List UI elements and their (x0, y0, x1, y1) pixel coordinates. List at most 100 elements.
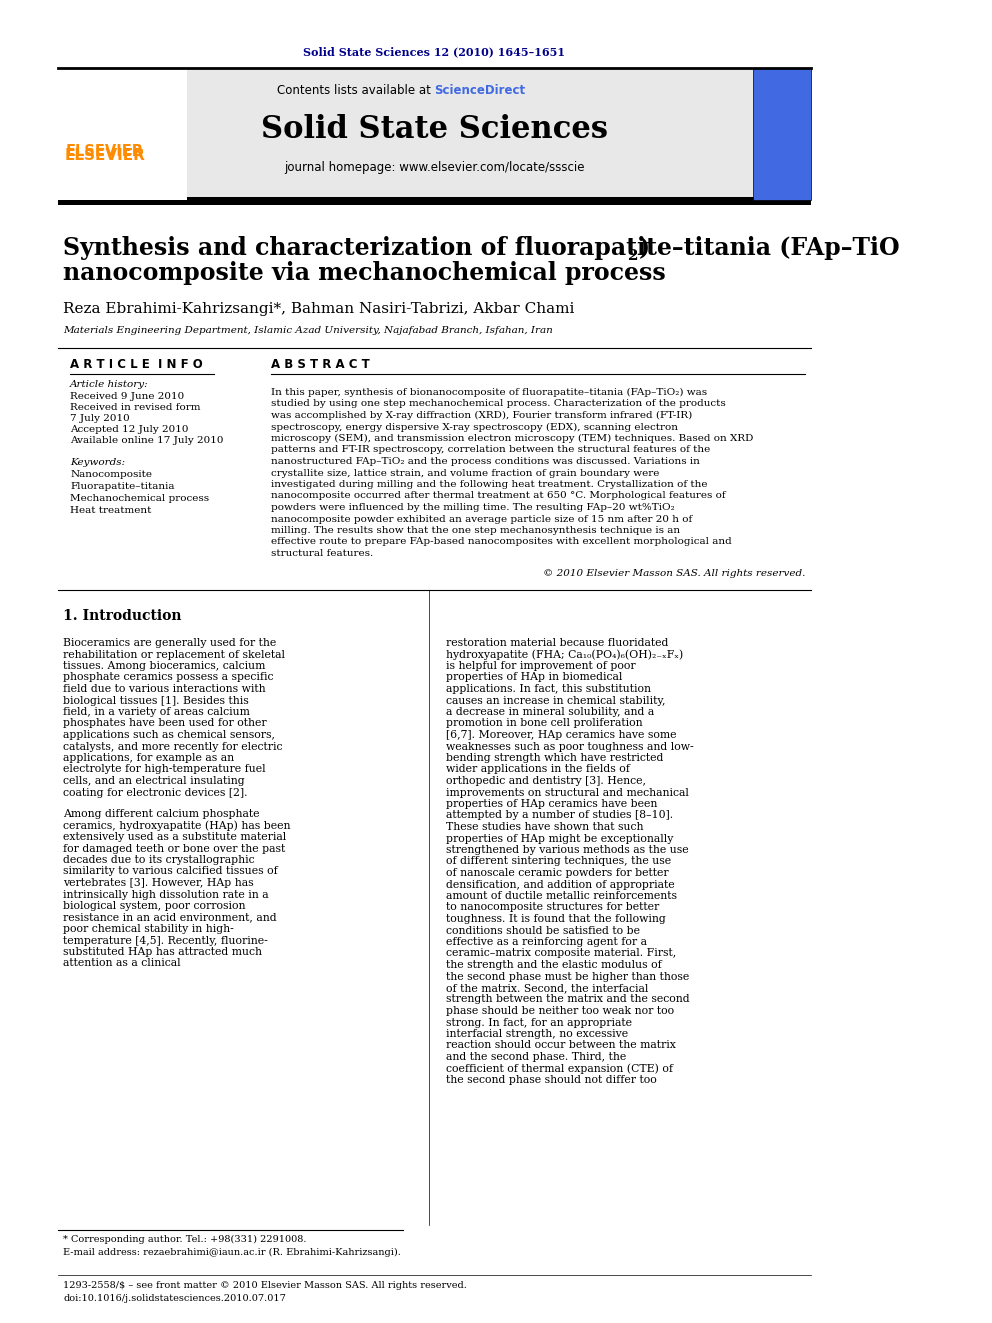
Text: weaknesses such as poor toughness and low-: weaknesses such as poor toughness and lo… (446, 741, 694, 751)
Text: * Corresponding author. Tel.: +98(331) 2291008.: * Corresponding author. Tel.: +98(331) 2… (63, 1234, 307, 1244)
Text: extensively used as a substitute material: extensively used as a substitute materia… (63, 832, 287, 841)
Text: strong. In fact, for an appropriate: strong. In fact, for an appropriate (446, 1017, 633, 1028)
Text: Solid State Sciences: Solid State Sciences (261, 115, 608, 146)
Text: tissues. Among bioceramics, calcium: tissues. Among bioceramics, calcium (63, 662, 266, 671)
Text: structural features.: structural features. (272, 549, 374, 558)
Text: Contents lists available at: Contents lists available at (277, 83, 434, 97)
Text: These studies have shown that such: These studies have shown that such (446, 822, 644, 832)
Text: of nanoscale ceramic powders for better: of nanoscale ceramic powders for better (446, 868, 669, 878)
Text: densification, and addition of appropriate: densification, and addition of appropria… (446, 880, 676, 889)
Text: ): ) (639, 235, 650, 261)
Text: coefficient of thermal expansion (CTE) of: coefficient of thermal expansion (CTE) o… (446, 1064, 674, 1074)
Text: the second phase should not differ too: the second phase should not differ too (446, 1076, 657, 1085)
Text: causes an increase in chemical stability,: causes an increase in chemical stability… (446, 696, 666, 705)
Text: ceramic–matrix composite material. First,: ceramic–matrix composite material. First… (446, 949, 677, 958)
Text: ceramics, hydroxyapatite (HAp) has been: ceramics, hydroxyapatite (HAp) has been (63, 820, 291, 831)
Text: strength between the matrix and the second: strength between the matrix and the seco… (446, 995, 690, 1004)
Text: Received in revised form: Received in revised form (70, 404, 200, 411)
Text: Received 9 June 2010: Received 9 June 2010 (70, 392, 185, 401)
Text: 2: 2 (628, 249, 638, 263)
Text: Bioceramics are generally used for the: Bioceramics are generally used for the (63, 638, 277, 648)
Text: applications. In fact, this substitution: applications. In fact, this substitution (446, 684, 652, 695)
Text: © 2010 Elsevier Masson SAS. All rights reserved.: © 2010 Elsevier Masson SAS. All rights r… (543, 569, 806, 578)
Text: applications such as chemical sensors,: applications such as chemical sensors, (63, 730, 275, 740)
Text: Heat treatment: Heat treatment (70, 505, 152, 515)
Text: properties of HAp ceramics have been: properties of HAp ceramics have been (446, 799, 658, 808)
Text: milling. The results show that the one step mechanosynthesis technique is an: milling. The results show that the one s… (272, 527, 681, 534)
Text: similarity to various calcified tissues of: similarity to various calcified tissues … (63, 867, 278, 877)
Text: and the second phase. Third, the: and the second phase. Third, the (446, 1052, 627, 1062)
Text: Article history:: Article history: (70, 380, 149, 389)
Text: Available online 17 July 2010: Available online 17 July 2010 (70, 437, 223, 445)
Text: electrolyte for high-temperature fuel: electrolyte for high-temperature fuel (63, 765, 266, 774)
Text: properties of HAp might be exceptionally: properties of HAp might be exceptionally (446, 833, 674, 844)
Text: investigated during milling and the following heat treatment. Crystallization of: investigated during milling and the foll… (272, 480, 708, 490)
Text: spectroscopy, energy dispersive X-ray spectroscopy (EDX), scanning electron: spectroscopy, energy dispersive X-ray sp… (272, 422, 679, 431)
Text: Fluorapatite–titania: Fluorapatite–titania (70, 482, 175, 491)
Text: amount of ductile metallic reinforcements: amount of ductile metallic reinforcement… (446, 890, 678, 901)
Text: phase should be neither too weak nor too: phase should be neither too weak nor too (446, 1005, 675, 1016)
Text: ScienceDirect: ScienceDirect (434, 83, 526, 97)
Text: crystallite size, lattice strain, and volume fraction of grain boundary were: crystallite size, lattice strain, and vo… (272, 468, 660, 478)
Text: E-mail address: rezaebrahimi@iaun.ac.ir (R. Ebrahimi-Kahrizsangi).: E-mail address: rezaebrahimi@iaun.ac.ir … (63, 1248, 401, 1257)
Text: Materials Engineering Department, Islamic Azad University, Najafabad Branch, Isf: Materials Engineering Department, Islami… (63, 325, 553, 335)
Text: applications, for example as an: applications, for example as an (63, 753, 234, 763)
Text: temperature [4,5]. Recently, fluorine-: temperature [4,5]. Recently, fluorine- (63, 935, 268, 946)
Text: In this paper, synthesis of bionanocomposite of fluorapatite–titania (FAp–TiO₂) : In this paper, synthesis of bionanocompo… (272, 388, 707, 397)
Text: Solid State Sciences 12 (2010) 1645–1651: Solid State Sciences 12 (2010) 1645–1651 (304, 46, 565, 57)
Text: journal homepage: www.elsevier.com/locate/ssscie: journal homepage: www.elsevier.com/locat… (284, 160, 584, 173)
Text: substituted HAp has attracted much: substituted HAp has attracted much (63, 947, 262, 957)
Text: field, in a variety of areas calcium: field, in a variety of areas calcium (63, 706, 250, 717)
Text: hydroxyapatite (FHA; Ca₁₀(PO₄)₆(OH)₂₋ₓFₓ): hydroxyapatite (FHA; Ca₁₀(PO₄)₆(OH)₂₋ₓFₓ… (446, 650, 683, 660)
Text: doi:10.1016/j.solidstatesciences.2010.07.017: doi:10.1016/j.solidstatesciences.2010.07… (63, 1294, 286, 1303)
Text: improvements on structural and mechanical: improvements on structural and mechanica… (446, 787, 689, 798)
Text: nanostructured FAp–TiO₂ and the process conditions was discussed. Variations in: nanostructured FAp–TiO₂ and the process … (272, 456, 700, 466)
Text: was accomplished by X-ray diffraction (XRD), Fourier transform infrared (FT-IR): was accomplished by X-ray diffraction (X… (272, 411, 692, 421)
Text: wider applications in the fields of: wider applications in the fields of (446, 765, 630, 774)
Text: catalysts, and more recently for electric: catalysts, and more recently for electri… (63, 741, 283, 751)
Text: effective route to prepare FAp-based nanocomposites with excellent morphological: effective route to prepare FAp-based nan… (272, 537, 732, 546)
Text: rehabilitation or replacement of skeletal: rehabilitation or replacement of skeleta… (63, 650, 285, 659)
Text: properties of HAp in biomedical: properties of HAp in biomedical (446, 672, 623, 683)
Text: Reza Ebrahimi-Kahrizsangi*, Bahman Nasiri-Tabrizi, Akbar Chami: Reza Ebrahimi-Kahrizsangi*, Bahman Nasir… (63, 302, 574, 316)
Text: nanocomposite powder exhibited an average particle size of 15 nm after 20 h of: nanocomposite powder exhibited an averag… (272, 515, 692, 524)
Text: for damaged teeth or bone over the past: for damaged teeth or bone over the past (63, 844, 286, 853)
Text: poor chemical stability in high-: poor chemical stability in high- (63, 923, 234, 934)
Text: decades due to its crystallographic: decades due to its crystallographic (63, 855, 255, 865)
Text: vertebrates [3]. However, HAp has: vertebrates [3]. However, HAp has (63, 878, 254, 888)
Text: a decrease in mineral solubility, and a: a decrease in mineral solubility, and a (446, 706, 655, 717)
Bar (58, 67, 810, 200)
Text: of different sintering techniques, the use: of different sintering techniques, the u… (446, 856, 672, 867)
Text: Accepted 12 July 2010: Accepted 12 July 2010 (70, 425, 188, 434)
Text: Keywords:: Keywords: (70, 458, 125, 467)
Text: microscopy (SEM), and transmission electron microscopy (TEM) techniques. Based o: microscopy (SEM), and transmission elect… (272, 434, 754, 443)
Text: phosphate ceramics possess a specific: phosphate ceramics possess a specific (63, 672, 274, 683)
Text: is helpful for improvement of poor: is helpful for improvement of poor (446, 662, 636, 671)
Text: biological system, poor corrosion: biological system, poor corrosion (63, 901, 246, 912)
Text: patterns and FT-IR spectroscopy, correlation between the structural features of : patterns and FT-IR spectroscopy, correla… (272, 446, 710, 455)
Text: conditions should be satisfied to be: conditions should be satisfied to be (446, 926, 641, 935)
Text: intrinsically high dissolution rate in a: intrinsically high dissolution rate in a (63, 889, 269, 900)
Text: 1293-2558/$ – see front matter © 2010 Elsevier Masson SAS. All rights reserved.: 1293-2558/$ – see front matter © 2010 El… (63, 1281, 467, 1290)
Text: cells, and an electrical insulating: cells, and an electrical insulating (63, 777, 245, 786)
Text: nanocomposite occurred after thermal treatment at 650 °C. Morphological features: nanocomposite occurred after thermal tre… (272, 492, 726, 500)
Text: [6,7]. Moreover, HAp ceramics have some: [6,7]. Moreover, HAp ceramics have some (446, 730, 677, 740)
Text: strengthened by various methods as the use: strengthened by various methods as the u… (446, 845, 689, 855)
Text: phosphates have been used for other: phosphates have been used for other (63, 718, 267, 729)
Text: A R T I C L E  I N F O: A R T I C L E I N F O (70, 359, 202, 370)
Text: Among different calcium phosphate: Among different calcium phosphate (63, 808, 260, 819)
Text: promotion in bone cell proliferation: promotion in bone cell proliferation (446, 718, 643, 729)
Text: resistance in an acid environment, and: resistance in an acid environment, and (63, 913, 277, 922)
Text: of the matrix. Second, the interfacial: of the matrix. Second, the interfacial (446, 983, 649, 994)
Text: field due to various interactions with: field due to various interactions with (63, 684, 266, 695)
Text: Nanocomposite: Nanocomposite (70, 470, 152, 479)
Text: attention as a clinical: attention as a clinical (63, 958, 181, 968)
Text: biological tissues [1]. Besides this: biological tissues [1]. Besides this (63, 696, 249, 705)
Text: coating for electronic devices [2].: coating for electronic devices [2]. (63, 787, 248, 798)
Text: powders were influenced by the milling time. The resulting FAp–20 wt%TiO₂: powders were influenced by the milling t… (272, 503, 676, 512)
Text: the second phase must be higher than those: the second phase must be higher than tho… (446, 971, 689, 982)
Bar (58, 67, 187, 200)
Text: Synthesis and characterization of fluorapatite–titania (FAp–TiO: Synthesis and characterization of fluora… (63, 235, 900, 261)
Text: studied by using one step mechanochemical process. Characterization of the produ: studied by using one step mechanochemica… (272, 400, 726, 409)
Text: to nanocomposite structures for better: to nanocomposite structures for better (446, 902, 660, 913)
